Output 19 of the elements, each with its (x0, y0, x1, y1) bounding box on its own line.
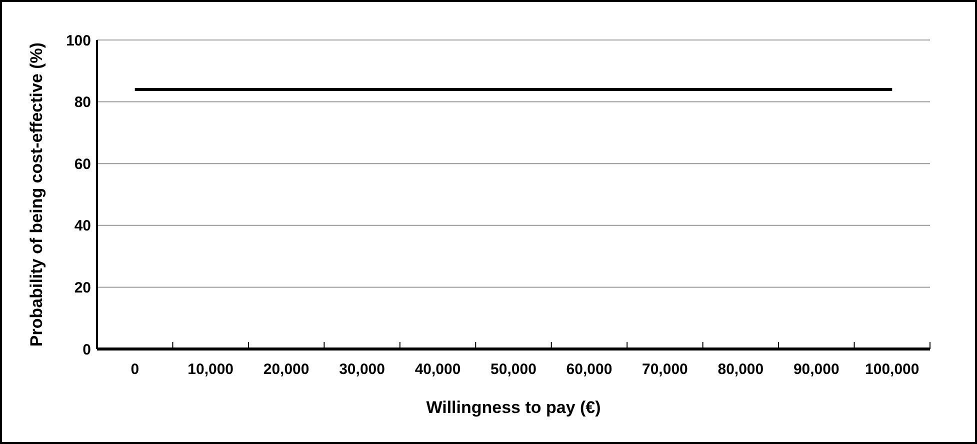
x-tick-label: 20,000 (263, 361, 310, 378)
x-axis-title: Willingness to pay (€) (426, 398, 601, 417)
x-tick-label: 100,000 (865, 361, 920, 378)
x-tick-label: 60,000 (566, 361, 612, 378)
x-tick-label: 80,000 (718, 361, 764, 378)
x-tick-label: 90,000 (793, 361, 840, 378)
x-tick-label: 10,000 (188, 361, 234, 378)
y-tick-label: 40 (74, 218, 91, 235)
x-tick-label: 30,000 (339, 361, 385, 378)
y-axis-title: Probability of being cost-effective (%) (27, 42, 46, 347)
y-tick-label: 20 (74, 279, 91, 296)
x-tick-label: 70,000 (642, 361, 688, 378)
y-tick-label: 60 (74, 156, 91, 173)
y-tick-label: 80 (74, 94, 91, 112)
x-tick-label: 0 (130, 361, 140, 378)
x-tick-label: 40,000 (414, 361, 461, 378)
y-tick-label: 100 (66, 32, 91, 50)
x-tick-label: 50,000 (490, 361, 536, 378)
y-tick-label: 0 (82, 341, 91, 358)
